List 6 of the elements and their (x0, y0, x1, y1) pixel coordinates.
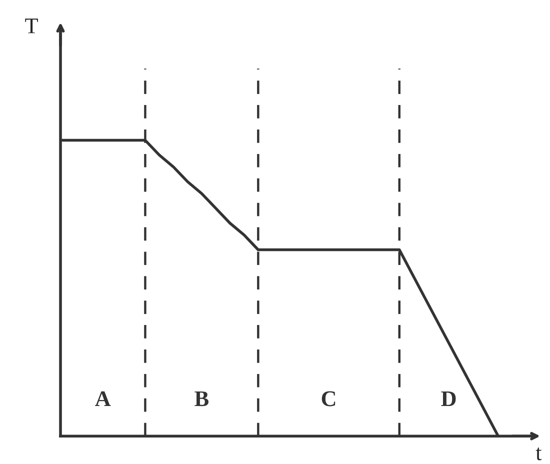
annotation: B (194, 391, 208, 406)
annotation: A (95, 391, 111, 406)
x-axis-title: t (536, 448, 542, 460)
y-axis-title: T (25, 18, 38, 34)
annotation: D (441, 391, 456, 406)
annotation: C (322, 391, 336, 406)
